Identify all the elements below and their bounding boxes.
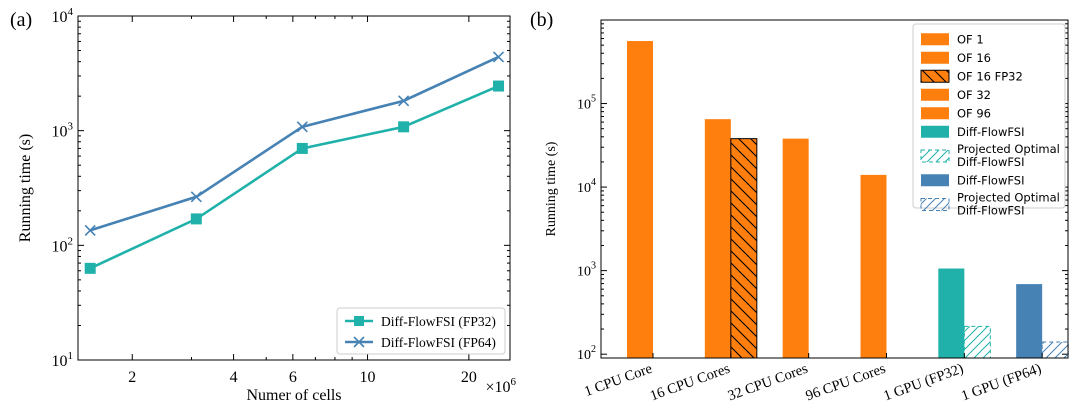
legend-entry-label: Diff-FlowFSI [957, 155, 1024, 169]
data-point-fp32 [296, 142, 308, 154]
panel-a-y-axis-label: Running time (s) [17, 134, 34, 242]
panel-a-x-tick-label: 2 [128, 369, 136, 386]
panel-b-legend: OF 1 OF 16 OF 16 FP32 OF 32 OF 96 Diff-FlowFS… [912, 23, 1066, 218]
bar-of-96 [860, 174, 887, 358]
legend-entry-label: Diff-FlowFSI (FP64) [381, 335, 496, 350]
bar-diff-flowfsi [1016, 284, 1043, 358]
legend-swatch [921, 107, 949, 120]
category-label: 32 CPU Cores [726, 361, 811, 405]
bar-diff-flowfsi [938, 268, 965, 358]
legend-marker [353, 336, 365, 348]
panel-b-y-tick-label: 103 [577, 261, 596, 280]
panel-a-y-tick-label: 101 [52, 350, 74, 370]
bar-of-32 [782, 138, 809, 358]
panel-a-label: (a) [10, 9, 32, 31]
panel-a-y-tick-label: 104 [52, 6, 74, 26]
legend-entry-label: Diff-FlowFSI (FP32) [381, 314, 496, 329]
legend-entry-label: Projected Optimal [957, 142, 1060, 156]
legend-swatch [921, 125, 949, 138]
data-point-fp64 [84, 224, 96, 236]
panel-a-axes-frame [77, 15, 511, 361]
panel-b-y-axis-label: Running time (s) [544, 141, 559, 236]
legend-entry-label: OF 16 FP32 [957, 69, 1023, 83]
legend-entry-label: OF 16 [957, 51, 991, 65]
data-point-fp64 [296, 121, 308, 133]
legend-swatch [921, 33, 949, 46]
data-point-fp32 [493, 80, 505, 92]
legend-entry-label: Diff-FlowFSI [957, 125, 1024, 139]
panel-b-y-tick-label: 102 [577, 344, 596, 363]
legend-swatch [920, 69, 950, 83]
panel-b-axes-frame [600, 19, 1069, 359]
panel-a-x-multiplier: ×106 [485, 376, 516, 396]
category-label: 16 CPU Cores [648, 361, 733, 405]
panel-a-x-tick-label: 4 [230, 369, 238, 386]
category-label: 1 GPU (FP64) [959, 361, 1043, 405]
legend-swatch [920, 198, 950, 211]
legend-entry-label: OF 1 [957, 32, 984, 46]
bar-projected-optimal-diff-flowfsi [963, 325, 991, 359]
data-point-fp32 [84, 262, 96, 274]
legend-swatch [921, 51, 949, 64]
bar-of-16-fp32 [730, 138, 758, 359]
panel-a-legend: Diff-FlowFSI (FP32) Diff-FlowFSI (FP64) [336, 307, 506, 355]
panel-a-x-tick-label: 10 [360, 369, 376, 386]
data-point-fp64 [190, 191, 202, 203]
bar-of-1 [627, 41, 653, 359]
bar-projected-optimal-diff-flowfsi [1041, 341, 1069, 359]
category-label: 1 GPU (FP32) [881, 361, 965, 405]
panel-a-line-chart: (a) Running time (s) Numer of cells ×106… [10, 6, 517, 404]
legend-marker [354, 316, 364, 326]
bar-of-16 [704, 119, 731, 358]
series-line-square [89, 84, 500, 270]
panel-b-bar-chart: (b) Running time (s) 102 103 104 105 1 CPU … [530, 9, 1069, 405]
panel-b-label: (b) [530, 9, 553, 31]
panel-a-x-axis-label: Numer of cells [246, 387, 341, 404]
panel-a-x-tick-label: 6 [289, 369, 297, 386]
category-label: 1 CPU Core [582, 361, 654, 400]
panel-b-y-tick-label: 104 [577, 177, 596, 196]
panel-a-y-tick-label: 103 [52, 121, 74, 141]
legend-swatch [921, 88, 949, 101]
panel-a-legend-box [336, 307, 506, 355]
legend-swatch [921, 174, 949, 187]
panel-a-y-tick-label: 102 [52, 235, 74, 255]
data-point-fp32 [398, 121, 410, 133]
legend-entry-label: OF 96 [957, 106, 991, 120]
data-point-fp32 [190, 213, 202, 225]
category-label: 96 CPU Cores [804, 361, 889, 405]
data-point-fp64 [398, 95, 410, 107]
series-line-x [89, 55, 500, 232]
legend-swatch [920, 149, 950, 163]
panel-b-y-tick-label: 105 [577, 94, 596, 113]
legend-entry-label: Diff-FlowFSI [957, 204, 1024, 218]
panel-a-x-tick-label: 20 [461, 369, 477, 386]
legend-entry-label: Diff-FlowFSI [957, 173, 1024, 187]
legend-entry-label: OF 32 [957, 88, 991, 102]
legend-entry-label: Projected Optimal [957, 191, 1060, 205]
panel-b-legend-box [912, 23, 1066, 209]
data-point-fp64 [492, 51, 505, 63]
